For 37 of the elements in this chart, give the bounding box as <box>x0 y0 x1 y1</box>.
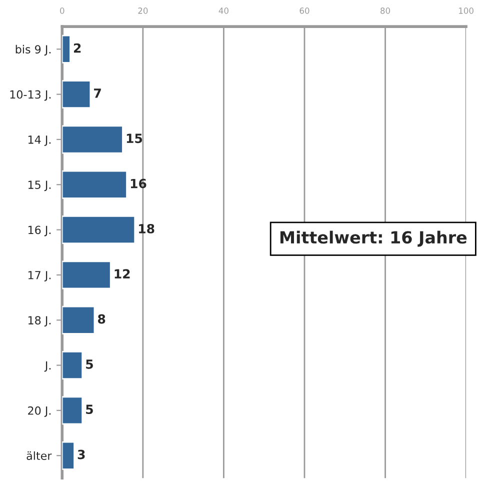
x-tick-label: 60 <box>300 8 310 14</box>
data-label: 16 <box>130 178 146 188</box>
y-tick-label: 20 J. <box>28 406 51 417</box>
data-label: 12 <box>114 269 130 278</box>
bar <box>62 125 124 154</box>
x-tick-label: 0 <box>60 8 64 14</box>
data-label: 2 <box>74 43 81 53</box>
x-tick-label: 20 <box>138 8 148 14</box>
y-tick-label: 15 J. <box>28 180 51 192</box>
bar <box>62 306 96 334</box>
y-tick-label: 18 J. <box>28 316 51 327</box>
bar <box>62 441 75 470</box>
y-tick-label: 16 J. <box>28 226 51 236</box>
data-label: 15 <box>126 134 142 144</box>
bar <box>62 80 92 109</box>
y-tick-label: 10-13 J. <box>10 90 51 101</box>
y-tick-label: 14 J. <box>28 136 51 146</box>
y-tick-label: älter <box>26 451 52 460</box>
y-tick-label: 17 J. <box>28 271 51 282</box>
data-label: 3 <box>78 450 85 460</box>
bar <box>62 396 84 425</box>
bar <box>62 260 112 290</box>
x-tick-label: 40 <box>218 8 228 14</box>
y-tick-label: bis 9 J. <box>16 44 51 56</box>
data-label: 5 <box>86 360 93 369</box>
bar <box>62 170 128 199</box>
x-tick-label: 100 <box>459 8 474 14</box>
x-tick-label: 80 <box>380 8 390 14</box>
annotation: Mittelwert: 16 Jahre <box>280 230 467 247</box>
data-label: 5 <box>86 404 93 414</box>
data-label: 7 <box>94 88 101 98</box>
y-tick-label: J. <box>44 361 51 372</box>
bar <box>62 216 136 244</box>
data-label: 18 <box>139 224 154 234</box>
data-label: 8 <box>98 314 106 324</box>
bar <box>62 34 71 64</box>
bar <box>62 351 84 380</box>
